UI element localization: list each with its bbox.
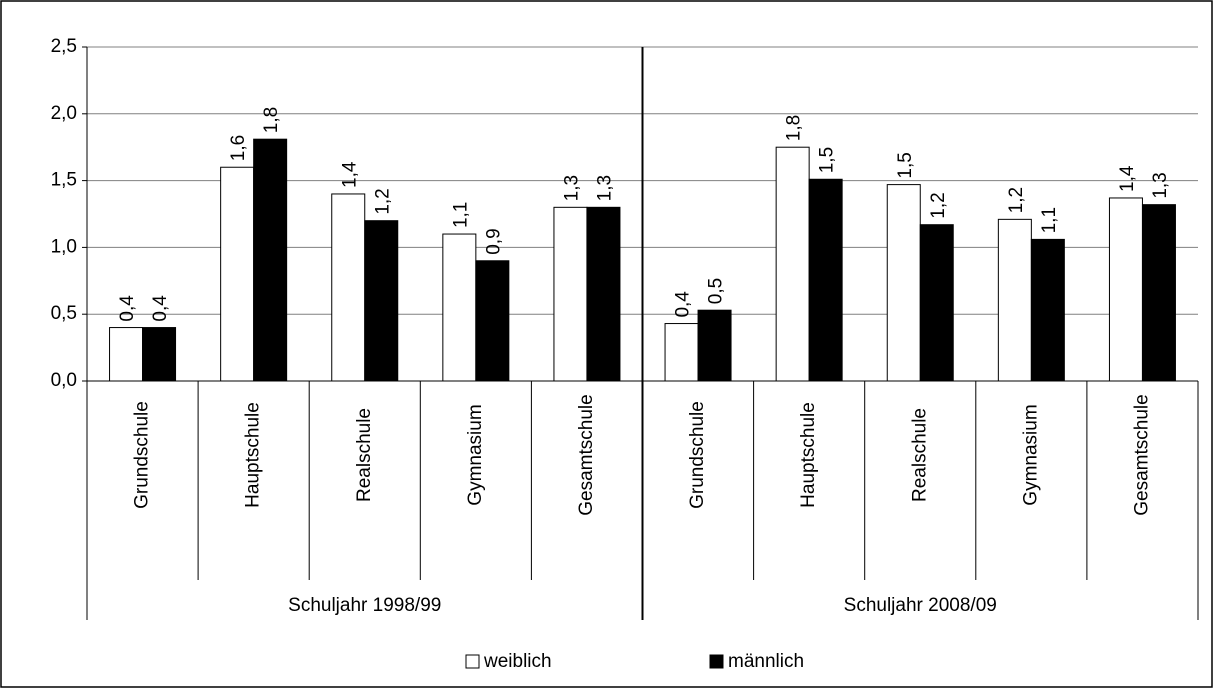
x-tick-label: Grundschule — [132, 401, 153, 509]
y-tick-label: 0,5 — [51, 303, 77, 324]
bar — [1030, 238, 1065, 382]
legend-swatch — [709, 654, 724, 669]
x-tick-label: Gesamtschule — [576, 394, 597, 515]
y-tick-label: 2,0 — [51, 103, 77, 124]
bar — [664, 323, 699, 382]
x-tick-label: Grundschule — [687, 401, 708, 509]
y-tick-label: 0,0 — [51, 370, 77, 391]
value-label: 1,5 — [817, 147, 838, 173]
bar — [475, 260, 510, 382]
value-label: 1,3 — [1150, 172, 1171, 198]
bar — [442, 233, 477, 382]
value-label: 1,2 — [372, 188, 393, 214]
bar — [253, 138, 288, 382]
value-label: 1,4 — [1117, 165, 1138, 192]
y-tick-label: 1,5 — [51, 170, 77, 191]
value-label: 1,8 — [784, 115, 805, 141]
value-label: 0,4 — [150, 295, 171, 322]
legend-label: weiblich — [483, 651, 552, 672]
x-tick-label: Realschule — [354, 408, 375, 502]
bar — [142, 327, 177, 382]
bar — [697, 309, 732, 382]
value-label: 0,9 — [483, 228, 504, 254]
value-label: 1,5 — [895, 152, 916, 178]
bar — [109, 327, 144, 382]
value-label: 0,5 — [706, 278, 727, 304]
bar — [331, 193, 366, 382]
value-label: 1,2 — [1006, 187, 1027, 213]
x-tick-label: Gymnasium — [1020, 404, 1041, 505]
bar — [919, 224, 954, 382]
value-label: 0,4 — [673, 291, 694, 318]
bar — [808, 178, 843, 382]
group-label: Schuljahr 2008/09 — [844, 595, 997, 616]
value-label: 1,3 — [561, 175, 582, 201]
bar — [220, 166, 255, 382]
value-label: 1,1 — [450, 202, 471, 228]
value-label: 1,8 — [261, 107, 282, 133]
value-label: 1,3 — [594, 175, 615, 201]
x-tick-label: Hauptschule — [798, 402, 819, 508]
value-label: 0,4 — [117, 295, 138, 322]
bar — [775, 146, 810, 382]
y-tick-label: 2,5 — [51, 36, 77, 57]
x-tick-label: Gymnasium — [465, 404, 486, 505]
bar — [364, 220, 399, 382]
y-tick-label: 1,0 — [51, 236, 77, 257]
x-tick-label: Hauptschule — [243, 402, 264, 508]
bar — [886, 184, 921, 382]
x-tick-label: Realschule — [909, 408, 930, 502]
bar — [553, 206, 588, 382]
value-label: 1,4 — [339, 161, 360, 188]
bar — [586, 206, 621, 382]
bar — [1108, 197, 1143, 382]
legend-label: männlich — [728, 651, 804, 672]
x-tick-label: Gesamtschule — [1131, 394, 1152, 515]
value-label: 1,6 — [228, 135, 249, 161]
group-label: Schuljahr 1998/99 — [288, 595, 441, 616]
value-label: 1,2 — [928, 192, 949, 218]
bar — [997, 218, 1032, 382]
legend-swatch — [465, 654, 480, 669]
value-label: 1,1 — [1039, 207, 1060, 233]
bar — [1141, 204, 1176, 382]
